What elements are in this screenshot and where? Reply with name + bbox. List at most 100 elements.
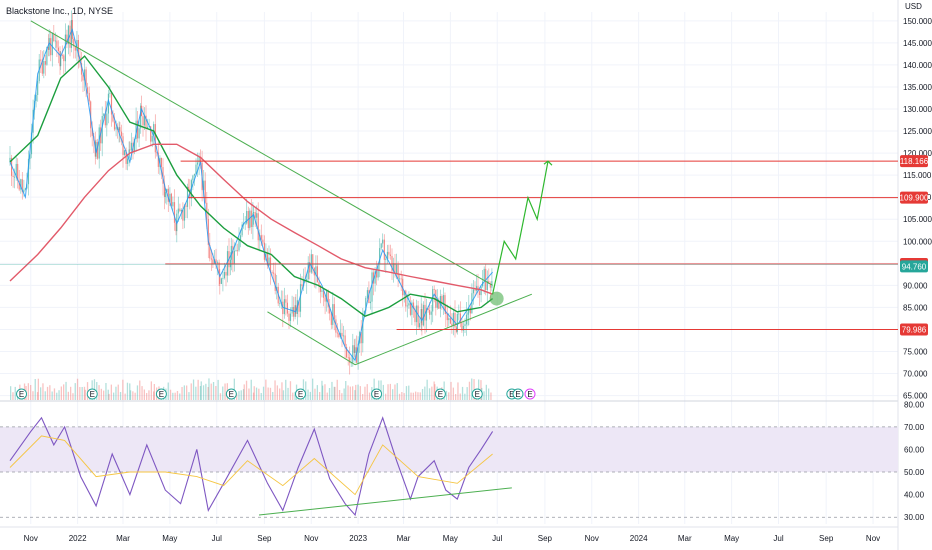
candle-body	[471, 293, 473, 314]
candle-body	[218, 262, 220, 274]
volume-bar	[63, 384, 65, 400]
candle-body	[397, 264, 399, 279]
volume-bar	[434, 384, 436, 400]
trendline[interactable]	[30, 20, 493, 286]
candle-body	[225, 272, 227, 276]
volume-bar	[51, 391, 53, 400]
candle-body	[283, 299, 285, 315]
candle-body	[219, 274, 221, 284]
time-tick-label: Sep	[538, 534, 553, 543]
candle-body	[127, 158, 129, 164]
earnings-marker[interactable]	[295, 388, 307, 400]
volume-bar	[398, 393, 401, 400]
candle-body	[133, 139, 136, 152]
time-tick-label: Jul	[212, 534, 222, 543]
volume-bar	[421, 389, 424, 400]
oscillator-band	[0, 426, 898, 473]
candle-body	[30, 132, 33, 155]
volume-bar	[34, 379, 36, 400]
candle-body	[335, 319, 337, 333]
candle-body	[156, 152, 158, 154]
volume-bar	[405, 386, 408, 400]
candle-body	[27, 158, 30, 185]
volume-bar	[42, 383, 44, 400]
candle-body	[41, 60, 43, 74]
candle-body	[192, 175, 194, 181]
volume-bar	[321, 380, 323, 400]
volume-bar	[392, 389, 394, 400]
volume-bar	[289, 381, 292, 400]
volume-bar	[148, 390, 150, 400]
candle-body	[35, 95, 37, 101]
earnings-marker[interactable]	[512, 388, 524, 400]
volume-bar	[98, 385, 100, 400]
earnings-marker[interactable]	[371, 388, 383, 400]
volume-bar	[445, 390, 448, 400]
time-tick-label: May	[162, 534, 177, 543]
candle-body	[130, 142, 132, 151]
candle-body	[442, 295, 445, 304]
volume-bar	[199, 386, 202, 400]
volume-bar	[215, 386, 217, 400]
candle-body	[140, 105, 142, 129]
volume-bar	[126, 382, 129, 400]
candle-body	[253, 212, 255, 214]
candle-body	[285, 299, 287, 303]
volume-bar	[452, 387, 454, 400]
volume-bar	[450, 381, 452, 400]
price-tick-label: 70.000	[903, 370, 928, 379]
volume-bar	[322, 385, 324, 400]
candle-body	[145, 115, 147, 129]
candle-body	[412, 302, 415, 309]
volume-bar	[83, 386, 86, 400]
volume-bar	[424, 386, 426, 400]
candle-body	[57, 47, 59, 51]
earnings-marker[interactable]	[86, 388, 98, 400]
candle-body	[109, 92, 111, 94]
candle-body	[408, 303, 410, 306]
time-tick-label: 2022	[69, 534, 87, 543]
candle-body	[433, 289, 435, 290]
earnings-marker[interactable]	[471, 388, 483, 400]
candle-body	[467, 312, 469, 315]
earnings-marker-label: E	[90, 390, 95, 399]
candle-body	[365, 297, 367, 311]
volume-bar	[272, 392, 274, 400]
earnings-marker[interactable]	[524, 388, 536, 400]
volume-bar	[292, 392, 294, 400]
price-tick-label: 100.000	[903, 237, 932, 246]
candle-body	[262, 239, 264, 243]
earnings-marker[interactable]	[225, 388, 237, 400]
volume-bar	[471, 378, 473, 400]
earnings-marker-label: E	[229, 390, 234, 399]
candle-body	[40, 59, 42, 61]
candle-body	[274, 273, 276, 291]
candle-body	[458, 313, 460, 315]
volume-bar	[394, 384, 396, 400]
oscillator-trendline[interactable]	[258, 487, 512, 516]
time-tick-label: Nov	[304, 534, 318, 543]
volume-bar	[44, 391, 46, 400]
candle-body	[23, 189, 25, 192]
volume-bar	[146, 393, 148, 400]
candle-body	[110, 92, 113, 115]
candle-body	[47, 47, 49, 50]
candle-body	[200, 156, 202, 163]
earnings-marker[interactable]	[155, 388, 167, 400]
time-tick-label: Sep	[819, 534, 834, 543]
earnings-marker[interactable]	[434, 388, 446, 400]
volume-bar	[132, 391, 134, 400]
volume-bar	[333, 386, 335, 400]
candle-body	[405, 290, 407, 307]
earnings-marker[interactable]	[16, 388, 28, 400]
volume-bar	[294, 391, 296, 400]
volume-bar	[10, 386, 12, 400]
projection-path[interactable]	[492, 161, 549, 295]
volume-bar	[208, 378, 210, 400]
candle-body	[216, 262, 219, 264]
candle-body	[61, 54, 63, 56]
volume-bar	[74, 383, 76, 400]
volume-bar	[319, 392, 321, 400]
trendline[interactable]	[267, 311, 356, 366]
